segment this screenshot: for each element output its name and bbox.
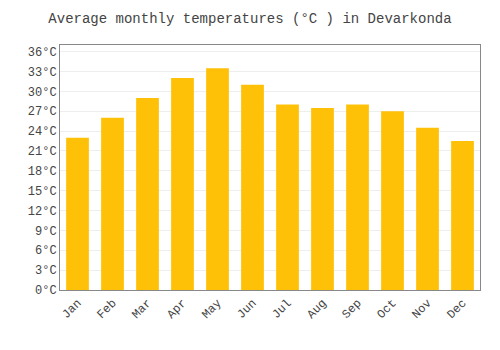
svg-text:Dec: Dec — [444, 297, 469, 322]
svg-text:3°C: 3°C — [35, 264, 57, 278]
svg-text:15°C: 15°C — [28, 185, 57, 199]
svg-text:36°C: 36°C — [28, 46, 57, 60]
svg-text:Feb: Feb — [94, 297, 119, 322]
svg-text:Average monthly temperatures (: Average monthly temperatures (°C ) in De… — [48, 11, 451, 27]
svg-text:6°C: 6°C — [35, 244, 57, 258]
svg-text:9°C: 9°C — [35, 225, 57, 239]
svg-text:0°C: 0°C — [35, 284, 57, 298]
svg-text:33°C: 33°C — [28, 66, 57, 80]
svg-text:Nov: Nov — [409, 297, 434, 322]
svg-text:12°C: 12°C — [28, 205, 57, 219]
svg-text:May: May — [199, 297, 224, 322]
svg-text:30°C: 30°C — [28, 86, 57, 100]
svg-text:Sep: Sep — [339, 297, 364, 322]
svg-text:Jun: Jun — [234, 297, 259, 322]
svg-text:24°C: 24°C — [28, 125, 57, 139]
svg-text:Oct: Oct — [374, 297, 399, 322]
svg-text:Jul: Jul — [269, 297, 294, 322]
svg-text:18°C: 18°C — [28, 165, 57, 179]
svg-text:27°C: 27°C — [28, 105, 57, 119]
svg-text:Aug: Aug — [304, 297, 329, 322]
svg-text:Jan: Jan — [59, 297, 84, 322]
svg-text:21°C: 21°C — [28, 145, 57, 159]
svg-text:Apr: Apr — [164, 297, 189, 322]
svg-text:Mar: Mar — [129, 297, 154, 322]
